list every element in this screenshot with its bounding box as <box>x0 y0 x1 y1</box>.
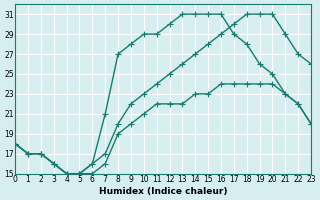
X-axis label: Humidex (Indice chaleur): Humidex (Indice chaleur) <box>99 187 227 196</box>
